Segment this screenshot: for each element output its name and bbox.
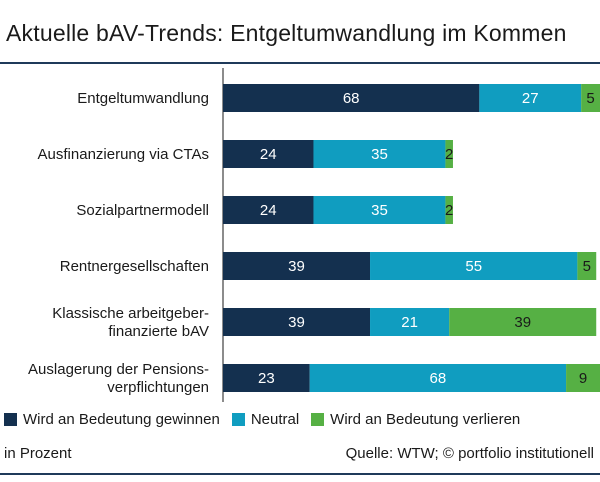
bar-segment xyxy=(449,308,597,336)
bottom-divider xyxy=(0,473,600,475)
bar-value-label: 39 xyxy=(288,258,305,275)
bar-segment xyxy=(370,252,578,280)
bar-segment xyxy=(223,140,314,168)
bar-value-label: 2 xyxy=(445,146,453,163)
bar-segment xyxy=(445,140,453,168)
bar-segment xyxy=(223,308,371,336)
legend-swatch-neutral xyxy=(231,413,245,426)
category-label: Auslagerung der Pensions-verpflichtungen xyxy=(28,361,209,396)
top-divider xyxy=(0,62,600,64)
bar-value-label: 21 xyxy=(401,314,418,331)
category-label: Rentnergesellschaften xyxy=(60,258,209,275)
bar-segment xyxy=(313,196,446,224)
bar-value-label: 55 xyxy=(465,258,482,275)
bar-value-label: 68 xyxy=(343,90,360,107)
bar-value-label: 39 xyxy=(288,314,305,331)
bar-value-label: 9 xyxy=(579,370,587,387)
bar-value-label: 39 xyxy=(514,314,531,331)
bar-value-label: 35 xyxy=(371,146,388,163)
category-label: Ausfinanzierung via CTAs xyxy=(38,146,209,163)
bar-value-label: 68 xyxy=(430,370,447,387)
bar-segment xyxy=(581,84,600,112)
legend-swatch-verlieren xyxy=(311,413,325,426)
bar-segment xyxy=(223,84,480,112)
chart-title: Aktuelle bAV-Trends: Entgeltumwandlung i… xyxy=(6,20,567,46)
bar-value-label: 5 xyxy=(583,258,591,275)
legend-item-neutral: Neutral xyxy=(231,411,300,428)
category-label: Klassische arbeitgeber-finanzierte bAV xyxy=(52,305,209,340)
bar-value-label: 2 xyxy=(445,202,453,219)
bar-segment xyxy=(577,252,597,280)
bar-value-label: 24 xyxy=(260,202,277,219)
bar-value-label: 5 xyxy=(586,90,594,107)
category-label: Sozialpartnermodell xyxy=(76,202,209,219)
bar-segment xyxy=(370,308,450,336)
legend: Wird an Bedeutung gewinnen Neutral Wird … xyxy=(4,411,532,428)
legend-swatch-gewinnen xyxy=(4,413,17,426)
bar-value-label: 27 xyxy=(522,90,539,107)
bar-segment xyxy=(309,364,567,392)
legend-label-verlieren: Wird an Bedeutung verlieren xyxy=(330,411,521,428)
category-label: Entgeltumwandlung xyxy=(77,90,209,107)
bar-segment xyxy=(223,252,371,280)
legend-item-gewinnen: Wird an Bedeutung gewinnen xyxy=(4,411,220,428)
legend-label-neutral: Neutral xyxy=(250,411,300,428)
bar-segment xyxy=(223,364,310,392)
bar-segment xyxy=(566,364,600,392)
bar-segment xyxy=(445,196,453,224)
bar-value-label: 24 xyxy=(260,146,277,163)
bar-value-label: 23 xyxy=(258,370,275,387)
source-note: Quelle: WTW; © portfolio institutionell xyxy=(345,445,594,462)
bar-segment xyxy=(313,140,446,168)
unit-note: in Prozent xyxy=(4,445,72,462)
bar-segment xyxy=(479,84,582,112)
stacked-bar-chart: Entgeltumwandlung 68 27 5 Ausfinanzierung vi… xyxy=(28,68,600,402)
legend-label-gewinnen: Wird an Bedeutung gewinnen xyxy=(23,411,220,428)
bar-segment xyxy=(223,196,314,224)
bar-value-label: 35 xyxy=(371,202,388,219)
legend-item-verlieren: Wird an Bedeutung verlieren xyxy=(311,411,520,428)
